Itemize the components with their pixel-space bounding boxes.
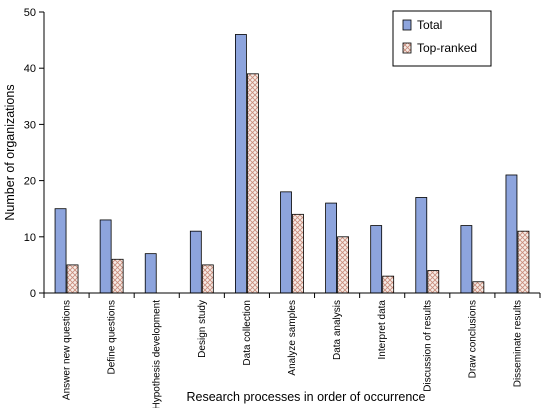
- category-label: Discussion of results: [422, 300, 433, 392]
- category-label: Interpret data: [377, 300, 388, 360]
- y-tick-label: 40: [24, 63, 36, 75]
- bar-top-ranked: [201, 264, 214, 294]
- bars: [54, 34, 530, 294]
- bar-top-ranked: [517, 230, 530, 294]
- bar-top-ranked: [472, 281, 485, 294]
- bar-total: [460, 225, 473, 294]
- bar-total: [415, 197, 428, 294]
- category-label: Data collection: [242, 300, 253, 366]
- bar-top-ranked: [337, 236, 349, 294]
- legend: Total Top-ranked: [392, 10, 492, 67]
- legend-label-total: Total: [417, 18, 442, 32]
- bar-top-ranked: [66, 264, 79, 294]
- bar-top-ranked: [427, 270, 440, 294]
- category-label: Disseminate results: [512, 300, 523, 387]
- y-tick-label: 50: [24, 7, 36, 19]
- x-axis-ticks: [43, 293, 541, 298]
- category-label: Hypothesis development: [152, 300, 163, 408]
- y-tick-label: 10: [24, 232, 36, 244]
- bar-total: [99, 219, 112, 294]
- bar-top-ranked: [382, 275, 395, 294]
- bar-top-ranked: [247, 73, 259, 294]
- category-label: Draw conclusions: [467, 300, 478, 378]
- legend-label-top-ranked: Top-ranked: [417, 41, 477, 55]
- category-label: Define questions: [107, 300, 118, 375]
- bar-total: [505, 174, 518, 294]
- y-axis-title: Number of organizations: [3, 84, 17, 220]
- category-label: Analyze samples: [287, 300, 298, 376]
- y-axis-ticks: 0 10 20 30 40 50: [24, 7, 44, 300]
- bar-top-ranked: [111, 258, 124, 294]
- bar-total: [189, 230, 202, 294]
- bar-total: [54, 208, 67, 294]
- bar-total: [144, 253, 157, 294]
- legend-swatch-total: [402, 19, 412, 31]
- bar-total: [235, 34, 247, 294]
- y-tick-label: 0: [30, 288, 36, 300]
- category-label: Answer new questions: [62, 300, 73, 400]
- y-tick-label: 30: [24, 119, 36, 131]
- bar-total: [280, 191, 292, 294]
- category-labels: Answer new questions Define questions Hypo…: [62, 300, 524, 408]
- category-label: Data analysis: [332, 300, 343, 360]
- bar-total: [325, 202, 337, 294]
- category-label: Design study: [197, 300, 208, 358]
- bar-top-ranked: [292, 213, 304, 294]
- y-tick-label: 20: [24, 176, 36, 188]
- x-axis-title: Research processes in order of occurrenc…: [186, 390, 425, 404]
- bar-total: [370, 225, 383, 294]
- legend-swatch-top-ranked: [402, 42, 412, 54]
